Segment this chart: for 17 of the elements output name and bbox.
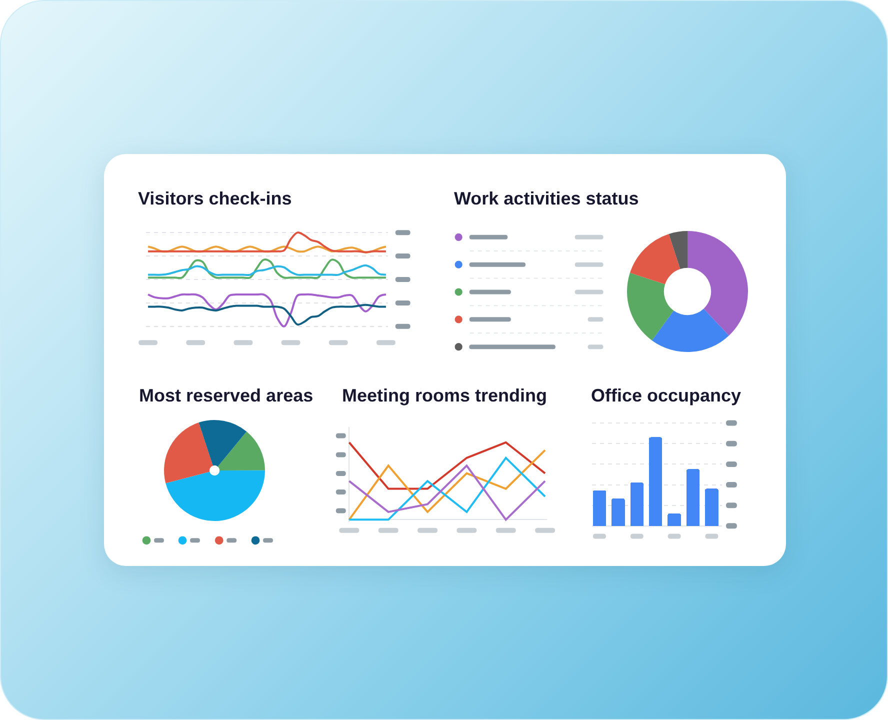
chart-title: Most reserved areas	[139, 385, 314, 406]
chart-title: Office occupancy	[591, 385, 742, 406]
chart-title: Meeting rooms trending	[342, 385, 548, 406]
chart-title: Visitors check-ins	[138, 188, 292, 208]
bar	[592, 490, 606, 526]
donut-slice	[630, 234, 680, 284]
donut-slice	[627, 272, 674, 340]
chart-title: Work activities status	[454, 188, 639, 208]
bar	[630, 482, 644, 526]
donut-slice	[668, 231, 688, 270]
bar	[686, 469, 700, 526]
donut-slice	[688, 231, 748, 336]
donut-slice	[652, 308, 729, 352]
bar	[668, 514, 681, 526]
bar	[648, 437, 662, 526]
bar	[612, 498, 625, 526]
bar	[705, 488, 718, 526]
